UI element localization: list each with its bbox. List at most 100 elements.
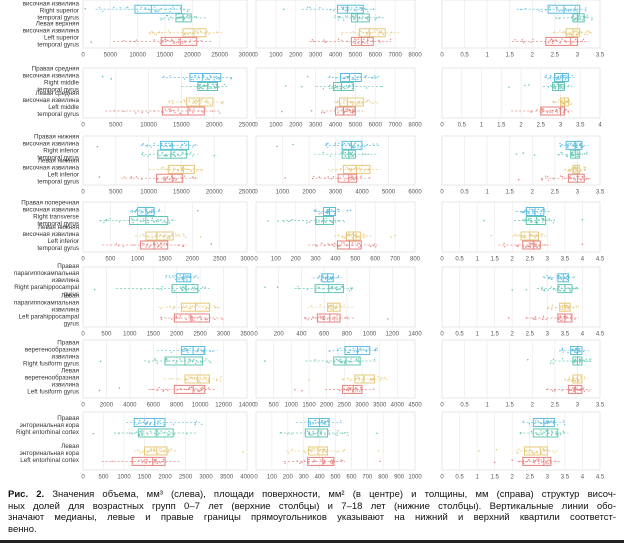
data-point xyxy=(348,86,350,88)
data-point xyxy=(575,143,578,145)
data-point xyxy=(569,170,571,172)
data-point xyxy=(170,448,173,450)
data-point xyxy=(160,430,162,432)
data-point xyxy=(562,103,564,105)
axis-tick-label: 1.5 xyxy=(506,53,515,59)
boxplot-right-7-18 xyxy=(159,13,206,23)
caption-figure-label: Рис. 2. xyxy=(8,489,45,500)
data-point xyxy=(566,276,568,278)
data-point xyxy=(307,462,310,464)
axis-tick-label: 8000 xyxy=(408,53,422,59)
data-point xyxy=(156,220,158,223)
data-point xyxy=(362,233,364,235)
data-point xyxy=(326,420,329,422)
data-point xyxy=(199,169,201,171)
data-point xyxy=(185,236,187,239)
data-point xyxy=(591,19,593,21)
data-point xyxy=(312,316,314,318)
data-point xyxy=(200,349,203,352)
data-point xyxy=(150,450,153,452)
data-point xyxy=(546,110,548,113)
data-point xyxy=(194,30,197,33)
structure-label-line: Правая поперечная xyxy=(21,200,79,207)
structure-label-line: височная извилина xyxy=(23,73,80,80)
boxplot-right-7-18 xyxy=(279,428,378,438)
data-point xyxy=(145,458,147,461)
data-point xyxy=(123,39,125,42)
data-point xyxy=(576,10,578,12)
data-point xyxy=(569,32,572,34)
data-point xyxy=(163,431,166,434)
data-point xyxy=(574,179,577,181)
data-point xyxy=(373,245,375,247)
data-point xyxy=(195,16,197,18)
data-point xyxy=(558,10,560,12)
data-point xyxy=(151,236,154,239)
axis-tick-label: 0 xyxy=(254,403,258,409)
data-point xyxy=(548,278,550,280)
data-point xyxy=(160,167,162,169)
data-point xyxy=(141,211,144,214)
data-point xyxy=(532,459,535,461)
data-point xyxy=(118,432,120,435)
boxplot-right-0-7 xyxy=(516,4,587,14)
structure-label-line: Левая xyxy=(61,293,79,300)
data-point xyxy=(139,209,141,211)
data-point xyxy=(552,101,555,104)
data-point xyxy=(560,83,562,86)
data-point xyxy=(336,358,338,361)
data-point xyxy=(184,168,186,170)
data-point xyxy=(527,245,529,247)
data-point xyxy=(222,101,225,103)
outlier-point xyxy=(292,143,294,146)
data-point xyxy=(353,178,355,181)
boxplot-left-7-18 xyxy=(101,456,180,466)
structure-label-line: Right fusiform gyrus xyxy=(23,360,79,367)
data-point xyxy=(155,458,157,460)
axis-tick-label: 4 xyxy=(581,257,585,263)
axis-tick-label: 500 xyxy=(101,332,112,338)
data-point xyxy=(360,9,363,11)
axis-tick-label: 6000 xyxy=(369,123,383,129)
data-point xyxy=(160,219,162,221)
data-point xyxy=(342,450,344,452)
axis-tick-label: 10000 xyxy=(192,403,209,409)
data-point xyxy=(162,460,164,462)
data-point xyxy=(562,32,564,34)
caption-line-4: венно. xyxy=(8,523,37,535)
iqr-box xyxy=(350,13,370,23)
data-point xyxy=(542,110,544,113)
data-point xyxy=(544,448,547,451)
data-point xyxy=(309,221,311,223)
structure-label-line: Правая средняя xyxy=(32,66,79,73)
data-point xyxy=(206,100,209,103)
data-point xyxy=(522,219,524,221)
outlier-point xyxy=(310,109,313,112)
data-point xyxy=(574,17,577,20)
data-point xyxy=(573,167,575,170)
outlier-point xyxy=(284,176,286,179)
data-point xyxy=(590,358,592,360)
data-point xyxy=(542,208,544,211)
data-point xyxy=(556,110,559,112)
axis-tick-label: 2.5 xyxy=(551,403,560,409)
data-point xyxy=(367,153,370,155)
data-point xyxy=(572,306,575,309)
data-point xyxy=(357,350,360,353)
boxplot-right-7-18 xyxy=(140,149,215,159)
data-point xyxy=(336,319,338,321)
data-point xyxy=(162,236,164,238)
data-point xyxy=(534,420,537,422)
data-point xyxy=(328,307,330,310)
structure-label-line: Left inferior xyxy=(48,238,80,245)
data-point xyxy=(374,349,376,351)
data-point xyxy=(339,288,341,290)
axis-tick-label: 3000 xyxy=(355,403,369,409)
data-point xyxy=(540,459,542,461)
data-point xyxy=(307,319,309,321)
axis-tick-label: 3.5 xyxy=(596,403,605,409)
panel-middle-temporal-gyrus-thickness: 0 0.5 1 1.5 2 2.5 3 3.5 4 xyxy=(440,67,602,129)
data-point xyxy=(290,433,293,435)
axis-tick-label: 2 xyxy=(519,123,523,129)
data-point xyxy=(552,42,554,44)
